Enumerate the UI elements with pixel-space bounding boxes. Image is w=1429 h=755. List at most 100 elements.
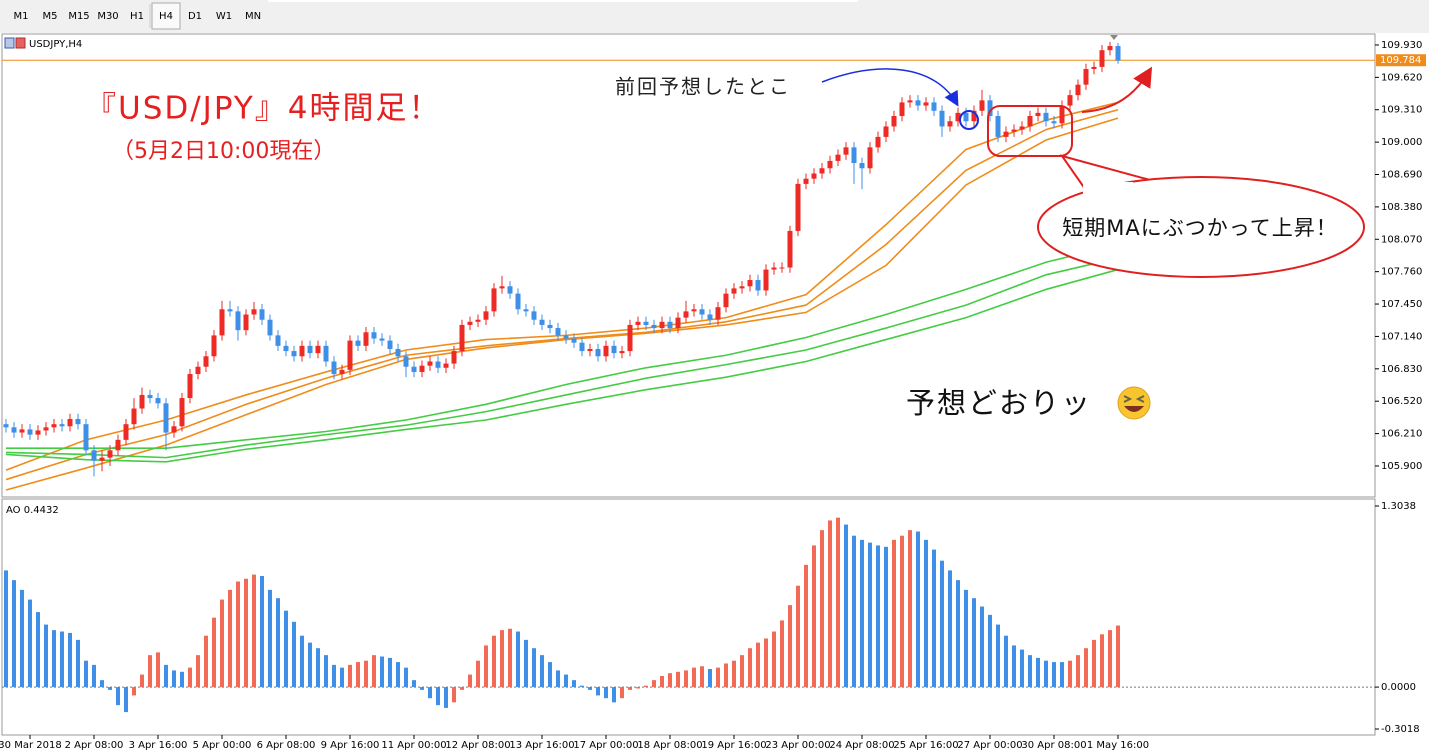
candle-body bbox=[1019, 126, 1025, 130]
candle-body bbox=[1059, 105, 1065, 124]
candle-body bbox=[555, 328, 561, 336]
candle-body bbox=[1043, 112, 1049, 122]
timeframe-label: W1 bbox=[216, 11, 232, 22]
moving-average bbox=[6, 243, 1119, 450]
ao-bar bbox=[476, 660, 480, 688]
candle-body bbox=[851, 147, 857, 164]
candle-body bbox=[683, 311, 689, 318]
ao-bar bbox=[12, 580, 16, 688]
ao-bar bbox=[1044, 660, 1048, 688]
candle-body bbox=[115, 439, 121, 451]
candle-body bbox=[371, 332, 377, 339]
candle-body bbox=[859, 163, 865, 169]
ao-bar bbox=[708, 669, 712, 688]
ao-bar bbox=[236, 581, 240, 688]
x-tick-label: 1 May 16:00 bbox=[1087, 740, 1149, 751]
blue-circle bbox=[959, 110, 979, 130]
candle-body bbox=[627, 324, 633, 352]
timeframe-button[interactable]: H4 bbox=[151, 2, 181, 30]
ao-bar bbox=[604, 687, 608, 699]
ao-bar bbox=[756, 642, 760, 688]
ao-bar bbox=[556, 670, 560, 688]
candle-body bbox=[955, 112, 961, 122]
candle-body bbox=[83, 424, 89, 451]
x-tick-label: 5 Apr 00:00 bbox=[193, 740, 252, 751]
timeframe-button[interactable]: D1 bbox=[188, 11, 202, 22]
candle-body bbox=[763, 269, 769, 291]
candle-body bbox=[875, 136, 881, 148]
timeframe-button[interactable]: W1 bbox=[216, 11, 232, 22]
timeframe-button[interactable]: M5 bbox=[43, 11, 58, 22]
ao-bar bbox=[972, 598, 976, 688]
ao-bar bbox=[324, 655, 328, 688]
x-tick-label: 2 Apr 08:00 bbox=[65, 740, 124, 751]
candle-body bbox=[1083, 68, 1089, 85]
y-tick-label: 106.830 bbox=[1381, 364, 1422, 375]
ao-bar bbox=[916, 531, 920, 688]
candle-body bbox=[283, 345, 289, 352]
candle-body bbox=[307, 345, 313, 354]
candle-body bbox=[267, 319, 273, 336]
ao-bar bbox=[884, 546, 888, 688]
y-tick-label: 1.3038 bbox=[1381, 501, 1416, 512]
ao-bar bbox=[996, 624, 1000, 688]
timeframe-button[interactable]: M1 bbox=[14, 11, 29, 22]
ao-bar bbox=[1028, 655, 1032, 688]
timeframe-button[interactable]: M30 bbox=[97, 11, 118, 22]
timeframe-button[interactable]: MN bbox=[245, 11, 261, 22]
candle-body bbox=[971, 110, 977, 122]
candle-body bbox=[275, 335, 281, 346]
candle-body bbox=[1011, 129, 1017, 132]
candle-body bbox=[515, 293, 521, 310]
x-tick-label: 13 Apr 16:00 bbox=[509, 740, 574, 751]
x-tick-label: 24 Apr 08:00 bbox=[829, 740, 894, 751]
ao-bar bbox=[748, 648, 752, 688]
ao-bar bbox=[812, 545, 816, 688]
candle-body bbox=[803, 178, 809, 184]
ao-bar bbox=[1108, 630, 1112, 688]
ao-bar bbox=[412, 680, 416, 688]
candle-body bbox=[75, 418, 81, 425]
candle-body bbox=[579, 342, 585, 352]
ao-bar bbox=[764, 638, 768, 688]
ao-bar bbox=[740, 655, 744, 688]
timeframe-button[interactable]: M15 bbox=[68, 11, 89, 22]
ao-bar bbox=[724, 663, 728, 688]
candle-body bbox=[939, 110, 945, 127]
candle-body bbox=[299, 345, 305, 357]
candle-body bbox=[947, 121, 953, 127]
candle-body bbox=[739, 286, 745, 289]
ao-bar bbox=[940, 560, 944, 688]
candle-body bbox=[715, 307, 721, 320]
candle-body bbox=[547, 324, 553, 329]
moving-average bbox=[5, 257, 1119, 459]
current-price-label: 109.784 bbox=[1380, 55, 1421, 66]
y-tick-label: 106.520 bbox=[1381, 396, 1422, 407]
ao-bar bbox=[284, 610, 288, 688]
candle-body bbox=[643, 321, 649, 325]
x-tick-label: 6 Apr 08:00 bbox=[257, 740, 316, 751]
ao-bar bbox=[220, 599, 224, 688]
ao-bar bbox=[732, 660, 736, 688]
candle-body bbox=[979, 100, 985, 111]
ao-bar bbox=[668, 673, 672, 688]
blue-arrow bbox=[821, 68, 959, 107]
moving-average bbox=[5, 268, 1119, 463]
ao-bar bbox=[620, 687, 624, 699]
ao-bar bbox=[60, 631, 64, 688]
y-tick-label: 107.450 bbox=[1381, 299, 1422, 310]
ao-bar bbox=[404, 667, 408, 688]
candle-body bbox=[507, 286, 513, 294]
ao-bar bbox=[108, 687, 112, 690]
ao-bar bbox=[508, 628, 512, 688]
candle-body bbox=[1051, 121, 1057, 124]
ao-bar bbox=[908, 530, 912, 688]
candle-body bbox=[499, 286, 505, 289]
ao-bar bbox=[68, 632, 72, 688]
ao-bar bbox=[660, 675, 664, 688]
timeframe-button[interactable]: H1 bbox=[130, 11, 144, 22]
ao-bar bbox=[300, 635, 304, 688]
ao-bar bbox=[1076, 655, 1080, 688]
ao-bar bbox=[1020, 649, 1024, 688]
